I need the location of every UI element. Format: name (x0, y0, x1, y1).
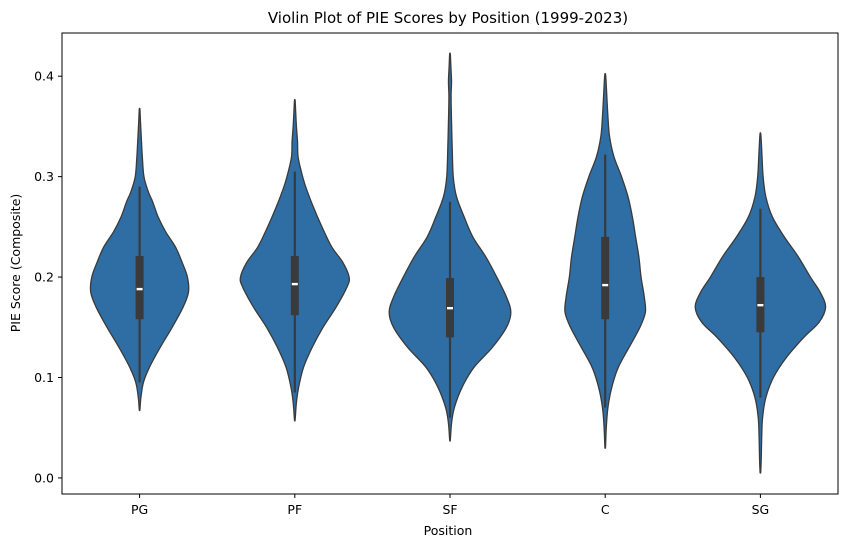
median-c (602, 283, 609, 287)
y-tick-label: 0.3 (34, 169, 54, 184)
y-axis: 0.0 0.1 0.2 0.3 0.4 (34, 69, 62, 485)
y-tick-label: 0.4 (34, 69, 54, 84)
x-tick-label: PG (131, 502, 148, 517)
x-axis-label: Position (424, 523, 473, 538)
median-pg (136, 287, 143, 291)
iqr-box-pf (290, 255, 299, 316)
x-tick-label: SF (442, 502, 457, 517)
median-sf (447, 306, 453, 310)
violins-group (89, 52, 827, 474)
x-tick-label: C (601, 502, 610, 517)
iqr-box-pg (135, 255, 144, 320)
median-pf (291, 282, 298, 286)
y-tick-label: 0.1 (34, 370, 54, 385)
x-axis: PG PF SF C SG (131, 494, 769, 517)
y-axis-label: PIE Score (Composite) (8, 194, 23, 333)
y-tick-label: 0.2 (34, 270, 54, 285)
x-tick-label: PF (287, 502, 302, 517)
median-sg (757, 303, 764, 307)
chart-title: Violin Plot of PIE Scores by Position (1… (268, 9, 628, 27)
x-tick-label: SG (752, 502, 770, 517)
plot-frame (61, 32, 839, 495)
iqr-box-c (601, 236, 610, 320)
y-tick-label: 0.0 (34, 470, 54, 485)
